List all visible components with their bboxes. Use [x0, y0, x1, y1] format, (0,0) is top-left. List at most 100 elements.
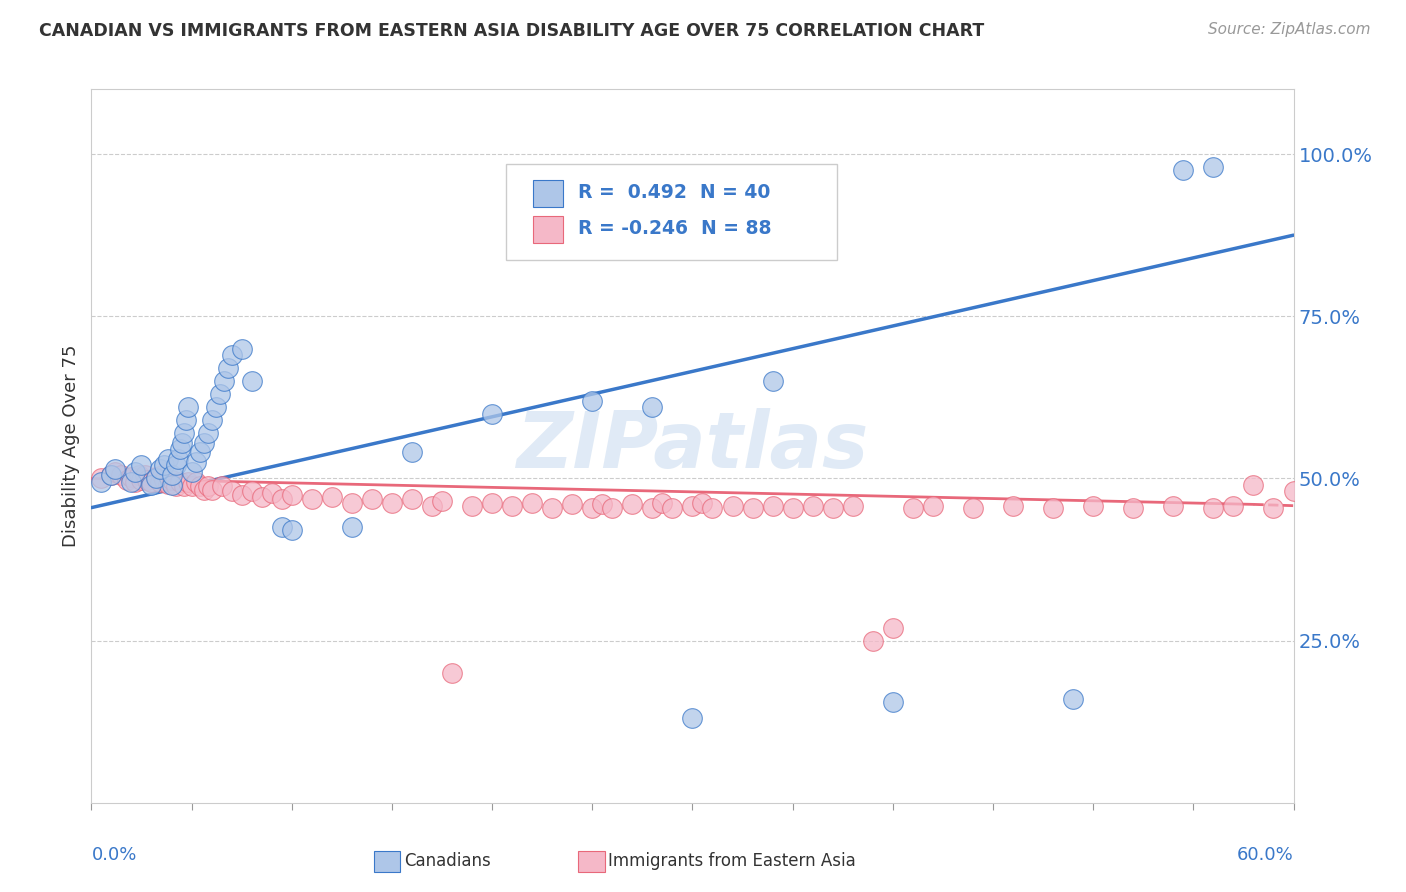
Point: [401, 445, 423, 459]
Bar: [374, 851, 401, 872]
Point: [166, 452, 188, 467]
Point: [90, 475, 112, 489]
Point: [197, 425, 219, 440]
Bar: [578, 851, 605, 872]
Point: [440, 666, 463, 681]
Point: [141, 478, 163, 492]
Point: [481, 407, 503, 421]
Text: R = -0.246  N = 88: R = -0.246 N = 88: [578, 219, 772, 238]
Point: [165, 458, 187, 473]
Point: [762, 374, 785, 388]
Point: [692, 496, 714, 510]
Point: [801, 499, 824, 513]
Point: [221, 484, 243, 499]
Point: [131, 458, 153, 473]
Point: [301, 492, 323, 507]
Point: [420, 499, 443, 513]
Point: [1202, 500, 1225, 515]
Point: [661, 500, 683, 515]
Point: [134, 468, 156, 483]
Point: [602, 500, 624, 515]
FancyBboxPatch shape: [506, 164, 837, 260]
Point: [188, 479, 211, 493]
Point: [170, 435, 193, 450]
Point: [1173, 163, 1195, 178]
Point: [762, 499, 785, 513]
Point: [90, 471, 112, 485]
Point: [165, 479, 187, 493]
Point: [901, 500, 924, 515]
Point: [145, 471, 167, 485]
Point: [145, 470, 167, 484]
Point: [148, 475, 170, 489]
Point: [581, 500, 603, 515]
Point: [176, 400, 198, 414]
Point: [204, 400, 226, 414]
Point: [100, 468, 122, 483]
Point: [430, 494, 453, 508]
Point: [281, 488, 304, 502]
Point: [360, 492, 382, 507]
Point: [184, 455, 207, 469]
Point: [231, 488, 253, 502]
Point: [169, 475, 191, 489]
Point: [1042, 500, 1064, 515]
Point: [641, 400, 664, 414]
Text: R =  0.492  N = 40: R = 0.492 N = 40: [578, 183, 770, 202]
Point: [1202, 160, 1225, 174]
Point: [641, 500, 664, 515]
Point: [121, 475, 143, 489]
Point: [962, 500, 984, 515]
Point: [131, 473, 153, 487]
Point: [221, 348, 243, 362]
Point: [180, 479, 202, 493]
Point: [217, 361, 239, 376]
Point: [160, 473, 183, 487]
Point: [922, 499, 945, 513]
Point: [1122, 500, 1144, 515]
Text: 60.0%: 60.0%: [1237, 846, 1294, 863]
Point: [841, 499, 863, 513]
Point: [201, 413, 224, 427]
Point: [681, 711, 703, 725]
Point: [1062, 692, 1084, 706]
Point: [591, 497, 613, 511]
Point: [1001, 499, 1024, 513]
Point: [240, 484, 263, 499]
Point: [188, 445, 211, 459]
Point: [1263, 500, 1285, 515]
Point: [1083, 499, 1105, 513]
Point: [741, 500, 763, 515]
Point: [782, 500, 804, 515]
Point: [821, 500, 844, 515]
Point: [152, 473, 174, 487]
Point: [136, 473, 159, 487]
Point: [160, 478, 183, 492]
Point: [124, 475, 146, 489]
Point: [862, 633, 884, 648]
Point: [681, 499, 703, 513]
Point: [193, 483, 215, 497]
Point: [152, 458, 174, 473]
Point: [321, 490, 343, 504]
Point: [104, 465, 127, 479]
Point: [117, 473, 139, 487]
Text: 0.0%: 0.0%: [91, 846, 136, 863]
Point: [1163, 499, 1185, 513]
Point: [124, 465, 146, 479]
Point: [281, 524, 304, 538]
Text: Immigrants from Eastern Asia: Immigrants from Eastern Asia: [609, 853, 856, 871]
Point: [110, 468, 132, 483]
Text: CANADIAN VS IMMIGRANTS FROM EASTERN ASIA DISABILITY AGE OVER 75 CORRELATION CHAR: CANADIAN VS IMMIGRANTS FROM EASTERN ASIA…: [39, 22, 984, 40]
Point: [481, 496, 503, 510]
Point: [148, 461, 170, 475]
Point: [340, 496, 363, 510]
Point: [211, 479, 233, 493]
Point: [702, 500, 724, 515]
Point: [128, 468, 150, 483]
Point: [651, 496, 673, 510]
Point: [260, 485, 283, 500]
Point: [201, 483, 224, 497]
Point: [180, 465, 202, 479]
Point: [621, 497, 644, 511]
